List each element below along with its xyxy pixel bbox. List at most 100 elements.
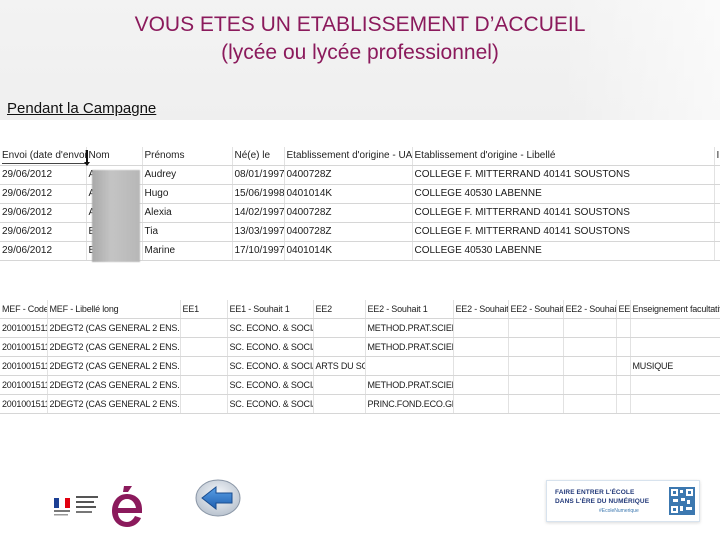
table-cell[interactable] (616, 375, 631, 395)
table-cell[interactable]: 2DEGT2 (CAS GENERAL 2 ENS.EXPLO) (47, 356, 181, 376)
table-cell[interactable]: 0400728Z (284, 222, 413, 242)
column-header[interactable]: EE3 (616, 300, 631, 319)
table-cell[interactable]: 29/06/2012 (0, 241, 87, 261)
table-cell[interactable] (714, 165, 720, 185)
table-cell[interactable]: 20010015110 (0, 337, 48, 357)
table-cell[interactable] (180, 337, 228, 357)
table-cell[interactable]: 0401014K (284, 241, 413, 261)
column-header[interactable]: EE2 - Souhait 3 (508, 300, 564, 319)
table-cell[interactable] (453, 356, 509, 376)
table-cell[interactable] (563, 356, 617, 376)
table-cell[interactable] (714, 222, 720, 242)
table-cell[interactable] (563, 375, 617, 395)
table-cell[interactable] (616, 356, 631, 376)
column-header[interactable]: EE2 (313, 300, 366, 319)
column-header[interactable]: EE2 - Souhait4 (563, 300, 617, 319)
table-cell[interactable] (180, 356, 228, 376)
table-cell[interactable]: METHOD.PRAT.SCIENTIF (365, 318, 454, 338)
table-cell[interactable]: SC. ECONO. & SOCIALES (227, 318, 314, 338)
table-row[interactable]: 200100151102DEGT2 (CAS GENERAL 2 ENS.EXP… (0, 394, 720, 414)
table-cell[interactable] (508, 356, 564, 376)
back-arrow-icon[interactable] (194, 478, 242, 518)
table-cell[interactable]: SC. ECONO. & SOCIALES (227, 337, 314, 357)
table-cell[interactable] (714, 203, 720, 223)
table-cell[interactable] (313, 337, 366, 357)
column-header[interactable]: Prénoms (142, 147, 233, 166)
table-cell[interactable] (508, 318, 564, 338)
table-cell[interactable]: 2DEGT2 (CAS GENERAL 2 ENS.EXPLO) (47, 337, 181, 357)
table-cell[interactable] (453, 337, 509, 357)
column-resize-handle[interactable] (86, 150, 88, 164)
table-cell[interactable]: COLLEGE F. MITTERRAND 40141 SOUSTONS (412, 203, 715, 223)
table-cell[interactable] (630, 375, 720, 395)
table-cell[interactable] (714, 241, 720, 261)
column-header[interactable]: Etablissement d'origine - UAI (284, 147, 413, 166)
table-row[interactable]: 200100151102DEGT2 (CAS GENERAL 2 ENS.EXP… (0, 356, 720, 376)
column-header[interactable]: Né(e) le (232, 147, 285, 166)
column-header[interactable]: MEF - Code (0, 300, 48, 319)
table-cell[interactable]: 0401014K (284, 184, 413, 204)
table-row[interactable]: 200100151102DEGT2 (CAS GENERAL 2 ENS.EXP… (0, 337, 720, 357)
table-cell[interactable]: 13/03/1997 (232, 222, 285, 242)
column-header[interactable]: EE2 - Souhait 1 (365, 300, 454, 319)
table-cell[interactable] (616, 394, 631, 414)
table-cell[interactable]: Marine (142, 241, 233, 261)
table-cell[interactable] (563, 394, 617, 414)
table-row[interactable]: 29/06/2012BTia13/03/19970400728ZCOLLEGE … (0, 222, 720, 242)
table-cell[interactable]: SC. ECONO. & SOCIALES (227, 356, 314, 376)
table-cell[interactable] (630, 318, 720, 338)
table-cell[interactable] (180, 375, 228, 395)
table-cell[interactable]: 2DEGT2 (CAS GENERAL 2 ENS.EXPLO) (47, 375, 181, 395)
table-cell[interactable]: 2DEGT2 (CAS GENERAL 2 ENS.EXPLO) (47, 318, 181, 338)
table-cell[interactable]: 14/02/1997 (232, 203, 285, 223)
table-row[interactable]: 29/06/2012AAudrey08/01/19970400728ZCOLLE… (0, 165, 720, 185)
table-cell[interactable]: 29/06/2012 (0, 184, 87, 204)
table-cell[interactable]: Hugo (142, 184, 233, 204)
table-cell[interactable]: Tia (142, 222, 233, 242)
table-cell[interactable] (180, 394, 228, 414)
table-cell[interactable]: Alexia (142, 203, 233, 223)
table-cell[interactable]: COLLEGE F. MITTERRAND 40141 SOUSTONS (412, 165, 715, 185)
table-cell[interactable] (630, 394, 720, 414)
table-cell[interactable] (563, 337, 617, 357)
table-cell[interactable]: 20010015110 (0, 375, 48, 395)
column-header[interactable]: Enseignement facultatif (630, 300, 720, 319)
table-cell[interactable]: COLLEGE F. MITTERRAND 40141 SOUSTONS (412, 222, 715, 242)
table-cell[interactable]: COLLEGE 40530 LABENNE (412, 184, 715, 204)
table-cell[interactable] (508, 394, 564, 414)
table-cell[interactable]: 20010015110 (0, 394, 48, 414)
table-cell[interactable]: SC. ECONO. & SOCIALES (227, 375, 314, 395)
table-row[interactable]: 200100151102DEGT2 (CAS GENERAL 2 ENS.EXP… (0, 318, 720, 338)
table-cell[interactable]: 29/06/2012 (0, 222, 87, 242)
table-cell[interactable]: 20010015110 (0, 318, 48, 338)
table-cell[interactable]: 29/06/2012 (0, 165, 87, 185)
table-cell[interactable]: 15/06/1998 (232, 184, 285, 204)
table-cell[interactable] (313, 394, 366, 414)
table-cell[interactable]: SC. ECONO. & SOCIALES (227, 394, 314, 414)
table-cell[interactable] (365, 356, 454, 376)
table-cell[interactable]: 29/06/2012 (0, 203, 87, 223)
table-cell[interactable] (563, 318, 617, 338)
table-cell[interactable] (180, 318, 228, 338)
table-cell[interactable] (616, 337, 631, 357)
table-row[interactable]: 29/06/2012AAlexia14/02/19970400728ZCOLLE… (0, 203, 720, 223)
table-cell[interactable]: Audrey (142, 165, 233, 185)
table-cell[interactable]: 0400728Z (284, 165, 413, 185)
table-cell[interactable]: METHOD.PRAT.SCIENTIF (365, 375, 454, 395)
table-cell[interactable]: 08/01/1997 (232, 165, 285, 185)
table-cell[interactable]: 0400728Z (284, 203, 413, 223)
table-cell[interactable]: METHOD.PRAT.SCIENTIF (365, 337, 454, 357)
table-cell[interactable] (508, 375, 564, 395)
column-header[interactable]: Etablissement d'origine - Libellé (412, 147, 715, 166)
table-cell[interactable] (313, 375, 366, 395)
table-cell[interactable] (453, 394, 509, 414)
table-cell[interactable] (453, 318, 509, 338)
table-cell[interactable]: COLLEGE 40530 LABENNE (412, 241, 715, 261)
column-header[interactable]: I (714, 147, 720, 166)
table-cell[interactable] (630, 337, 720, 357)
table-cell[interactable] (714, 184, 720, 204)
table-cell[interactable]: 20010015110 (0, 356, 48, 376)
column-header[interactable]: Envoi (date d'envoi) (0, 147, 87, 166)
column-header[interactable]: EE1 (180, 300, 228, 319)
table-cell[interactable]: 17/10/1997 (232, 241, 285, 261)
